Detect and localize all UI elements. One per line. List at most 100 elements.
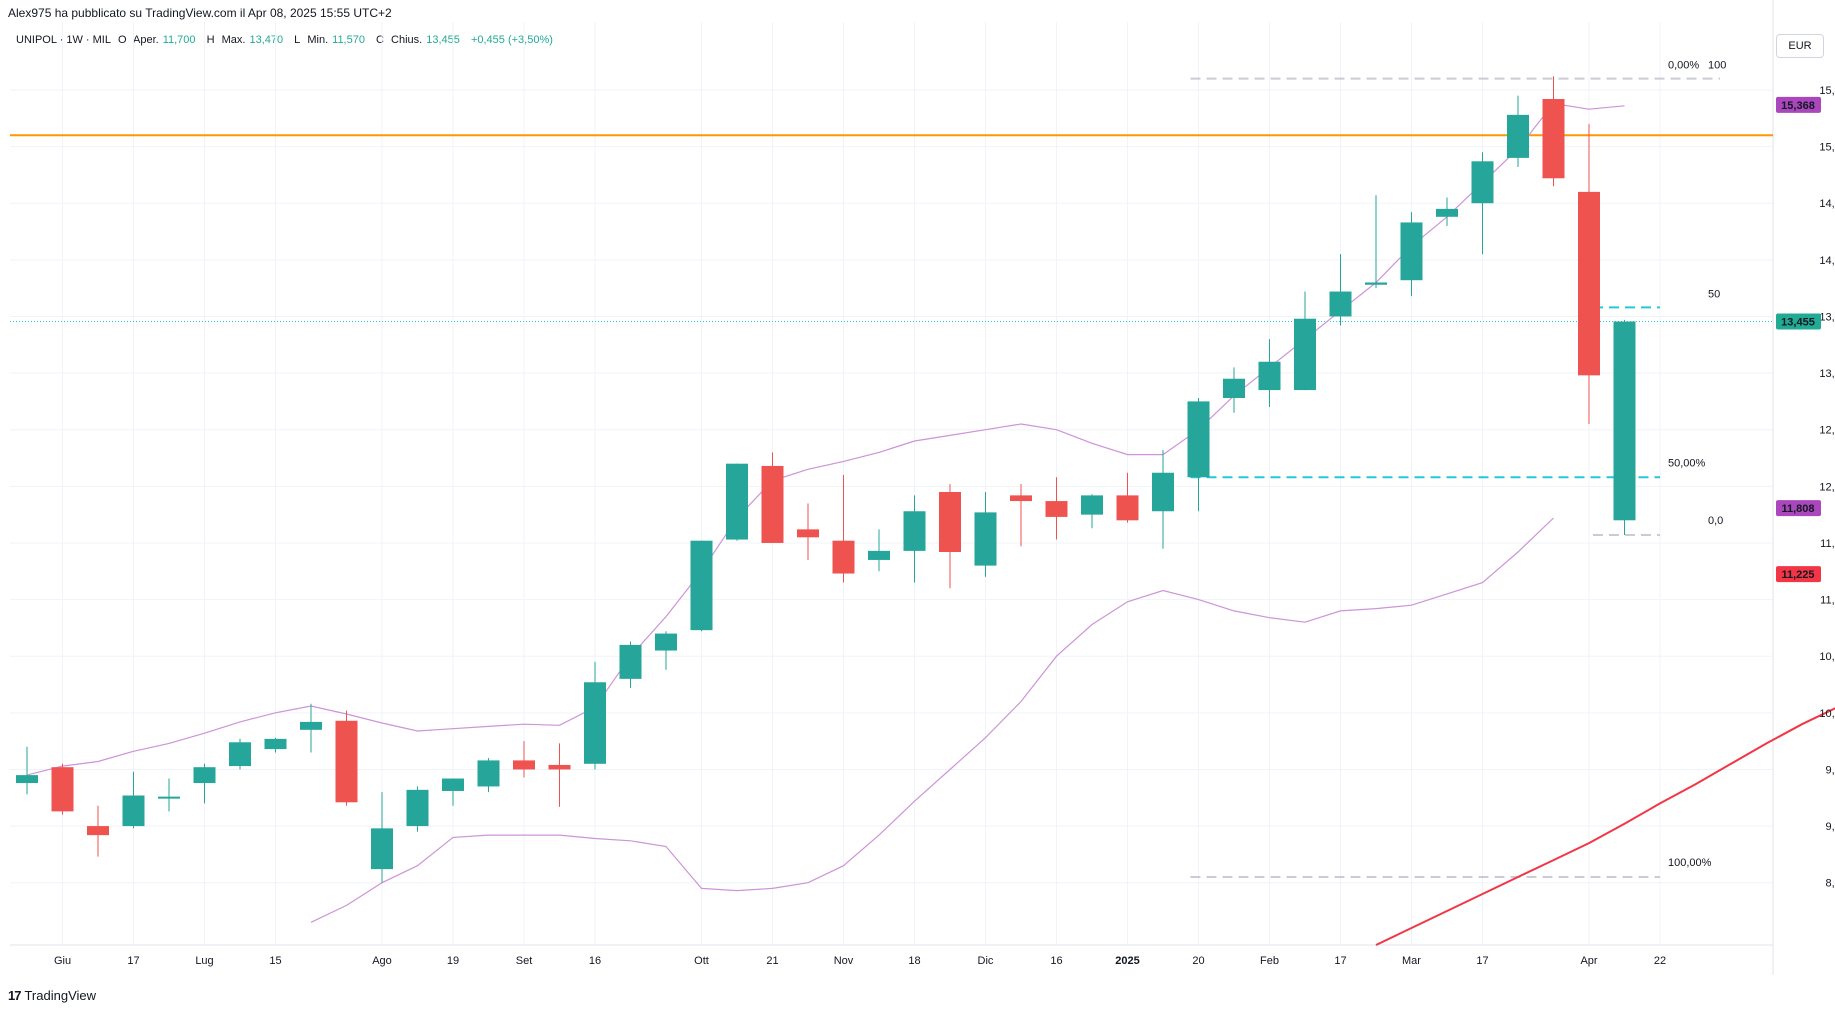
candle-body [939, 491, 961, 553]
candle-body [264, 738, 287, 750]
brand-name: TradingView [24, 988, 97, 1003]
candle [1471, 152, 1494, 255]
candle-body [1507, 114, 1529, 158]
candle-body [335, 720, 358, 803]
candle [1258, 339, 1281, 408]
candle-body [1116, 495, 1139, 521]
tradingview-logo-icon: 17 [8, 988, 22, 1003]
candle [655, 631, 677, 670]
candle [229, 738, 251, 770]
candle-body [832, 540, 855, 574]
candle-body [477, 760, 500, 787]
y-tick-label: 10,500 [1819, 651, 1835, 663]
x-tick-label: Dic [978, 955, 994, 967]
x-tick-label: 17 [127, 955, 139, 967]
candle [1613, 319, 1636, 536]
price-tag-bg [1776, 96, 1821, 113]
candle [513, 741, 535, 778]
candle [1329, 254, 1352, 326]
candle-body [1578, 191, 1600, 376]
price-tag-label: 15,368 [1781, 100, 1815, 112]
legend-high: H Max. 13,470 [206, 34, 284, 46]
x-tick-label: 17 [1334, 955, 1346, 967]
candle [548, 743, 571, 807]
candle-body [1081, 495, 1103, 515]
candle [1507, 95, 1529, 167]
candle-body [690, 540, 713, 631]
candle [371, 792, 393, 883]
candle-body [868, 550, 890, 560]
candle-body [300, 721, 322, 730]
candle [1010, 484, 1032, 547]
y-tick-label: 15,500 [1819, 85, 1835, 97]
candle-body [371, 828, 393, 870]
candle-body [158, 796, 180, 799]
candle-body [726, 463, 748, 540]
x-tick-label: Giu [54, 955, 71, 967]
y-tick-label: 12,000 [1819, 481, 1835, 493]
candle-body [1010, 495, 1032, 502]
indicator-line-0 [26, 102, 1625, 776]
candle-body [655, 633, 677, 651]
candle-body [761, 465, 784, 543]
candle [1187, 397, 1210, 512]
legend-symbol[interactable]: UNIPOL · 1W · MIL [16, 34, 111, 46]
price-tag-label: 11,225 [1781, 569, 1814, 581]
candle [1294, 291, 1316, 391]
candle-body [87, 826, 109, 836]
x-tick-label: 16 [1050, 955, 1062, 967]
footer-branding[interactable]: 17 TradingView [8, 988, 96, 1003]
candle [1542, 76, 1565, 187]
candle [300, 703, 322, 753]
candle-body [442, 778, 464, 791]
y-tick-label: 13,000 [1819, 368, 1835, 380]
y-tick-label: 15,000 [1819, 142, 1835, 154]
candle [1152, 450, 1174, 549]
candle [1436, 197, 1458, 226]
candle [1365, 195, 1387, 289]
fib-label-0: 0,00% [1668, 60, 1699, 72]
candle-body [406, 789, 429, 827]
candle-body [1258, 361, 1281, 391]
candle [690, 540, 713, 632]
candle-body [1294, 318, 1316, 391]
x-tick-label: 21 [766, 955, 778, 967]
candle-body [619, 644, 642, 679]
candle [1081, 494, 1103, 529]
y-tick-label: 8,500 [1825, 878, 1835, 890]
candle [903, 495, 926, 583]
candle-body [1436, 208, 1458, 217]
y-tick-label: 10,000 [1819, 708, 1835, 720]
fib-label-50: 50,00% [1668, 457, 1706, 469]
candle-body [1187, 401, 1210, 478]
fib-label-100: 100,00% [1668, 857, 1712, 869]
candle [868, 529, 890, 572]
candle [761, 452, 784, 543]
candle [726, 463, 748, 541]
price-tag-bg [1776, 313, 1821, 330]
candle-body [974, 512, 997, 566]
candle-body [193, 767, 216, 784]
y-tick-label: 14,500 [1819, 198, 1835, 210]
legend-open: O Aper. 11,700 [118, 34, 196, 46]
y-tick-label: 11,000 [1820, 595, 1835, 607]
price-tag-bg [1776, 500, 1821, 517]
indicator-line-2 [1375, 707, 1835, 946]
x-tick-label: 20 [1192, 955, 1204, 967]
x-tick-label: Ott [694, 955, 709, 967]
candle [1578, 123, 1600, 425]
candle-body [1365, 282, 1387, 285]
candle [1045, 477, 1068, 540]
candle [477, 758, 500, 793]
candle [442, 778, 464, 806]
fib-label-100-top: 100 [1708, 60, 1726, 72]
x-tick-label: 18 [908, 955, 920, 967]
candle-body [1223, 378, 1245, 398]
price-tag-label: 13,455 [1781, 317, 1815, 329]
y-tick-label: 12,500 [1819, 425, 1835, 437]
candle-body [16, 775, 38, 784]
candle-body [1471, 161, 1494, 204]
y-tick-label: 13,500 [1819, 311, 1835, 323]
currency-button[interactable]: EUR [1776, 34, 1824, 58]
